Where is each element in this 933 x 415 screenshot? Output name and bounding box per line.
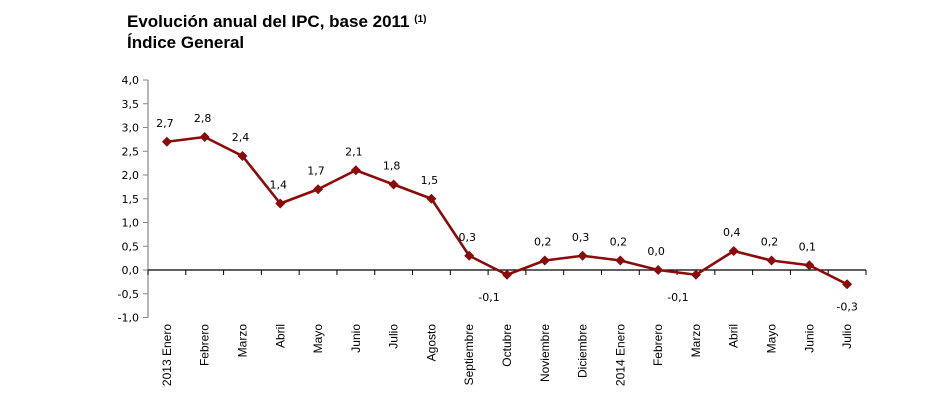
x-tick-label: Septiembre: [462, 324, 476, 386]
data-label: 1,7: [307, 164, 325, 177]
data-label: 0,3: [458, 231, 476, 244]
x-tick-label: Marzo: [689, 324, 703, 358]
data-point-marker: [464, 250, 475, 261]
y-tick-label: -1,0: [118, 312, 139, 325]
data-label: 2,4: [232, 131, 250, 144]
chart-title-footnote: (1): [414, 14, 427, 25]
x-tick-label: Octubre: [500, 324, 514, 367]
y-tick-label: 2,0: [122, 169, 140, 182]
data-label: 1,8: [383, 160, 401, 173]
chart-title-text: Evolución anual del IPC, base 2011: [127, 12, 410, 31]
x-tick-label: Febrero: [198, 324, 212, 366]
data-label: 2,7: [156, 117, 174, 130]
data-point-marker: [388, 179, 399, 190]
data-point-marker: [615, 255, 626, 266]
x-tick-label: 2014 Enero: [613, 324, 627, 386]
x-tick-label: Mayo: [311, 324, 325, 354]
x-tick-label: Abril: [273, 324, 287, 348]
data-label: 1,5: [421, 174, 439, 187]
data-point-marker: [766, 255, 777, 266]
chart-subtitle: Índice General: [127, 33, 245, 52]
data-point-marker: [842, 279, 853, 290]
y-tick-label: 3,0: [122, 122, 140, 135]
data-label: 1,4: [270, 179, 288, 192]
data-point-marker: [237, 151, 248, 161]
data-point-marker: [502, 269, 512, 280]
x-tick-label: Abril: [727, 324, 741, 348]
y-tick-label: 0,0: [122, 264, 140, 277]
y-tick-label: 4,0: [122, 74, 140, 87]
data-point-marker: [350, 165, 361, 176]
data-point-marker: [539, 255, 550, 266]
x-tick-label: Julio: [840, 324, 854, 349]
x-axis: 2013 Enero Febrero Marzo Abril Mayo Junio Juli…: [147, 269, 867, 386]
chart-title: Evolución anual del IPC, base 2011 (1) Í…: [127, 11, 426, 53]
data-point-marker: [199, 132, 210, 142]
x-tick-label: 2013 Enero: [160, 324, 174, 386]
data-point-marker: [690, 269, 701, 280]
y-tick-label: 1,5: [122, 193, 140, 206]
x-tick-label: Junio: [802, 324, 816, 353]
data-point-marker: [161, 136, 172, 147]
data-label: -0,1: [667, 291, 688, 304]
data-label: 0,0: [647, 245, 665, 258]
y-tick-label: -0,5: [118, 288, 139, 301]
x-tick-label: Julio: [387, 324, 401, 349]
data-label: 2,8: [194, 112, 212, 125]
x-tick-label: Mayo: [765, 324, 779, 354]
data-label: 0,2: [610, 236, 628, 249]
data-label: 0,2: [534, 236, 552, 249]
data-label: 0,4: [723, 226, 741, 239]
y-tick-label: 0,5: [122, 240, 140, 253]
data-label: -0,3: [836, 300, 857, 313]
x-tick-label: Noviembre: [538, 324, 552, 382]
data-label: 0,1: [799, 240, 817, 253]
y-tick-label: 3,5: [122, 98, 140, 111]
data-point-marker: [426, 193, 437, 204]
data-series: 2,7 2,8 2,4 1,4 1,7 2,1 1,8 1,5 0,3 -0,1 0,2 0,3 0,2…: [156, 112, 858, 313]
data-point-marker: [728, 246, 739, 256]
y-tick-label: 1,0: [122, 217, 140, 230]
y-tick-label: 2,5: [122, 145, 140, 158]
data-point-marker: [577, 250, 588, 261]
x-tick-label: Junio: [349, 324, 363, 353]
x-tick-label: Febrero: [651, 324, 665, 366]
data-label: 2,1: [345, 145, 363, 158]
x-tick-label: Agosto: [424, 324, 438, 362]
y-axis: 4,0 3,5 3,0 2,5 2,0 1,5 1,0 0,5 0,0 -0,5 -1,0: [118, 74, 149, 325]
data-point-marker: [653, 265, 664, 275]
data-point-marker: [313, 184, 324, 195]
x-tick-label: Diciembre: [576, 324, 590, 378]
x-tick-label: Marzo: [235, 324, 249, 358]
data-label: 0,3: [572, 231, 590, 244]
data-point-marker: [275, 198, 286, 209]
data-label: -0,1: [478, 291, 499, 304]
data-label: 0,2: [761, 236, 779, 249]
series-line: [166, 135, 848, 286]
data-point-marker: [804, 260, 815, 271]
